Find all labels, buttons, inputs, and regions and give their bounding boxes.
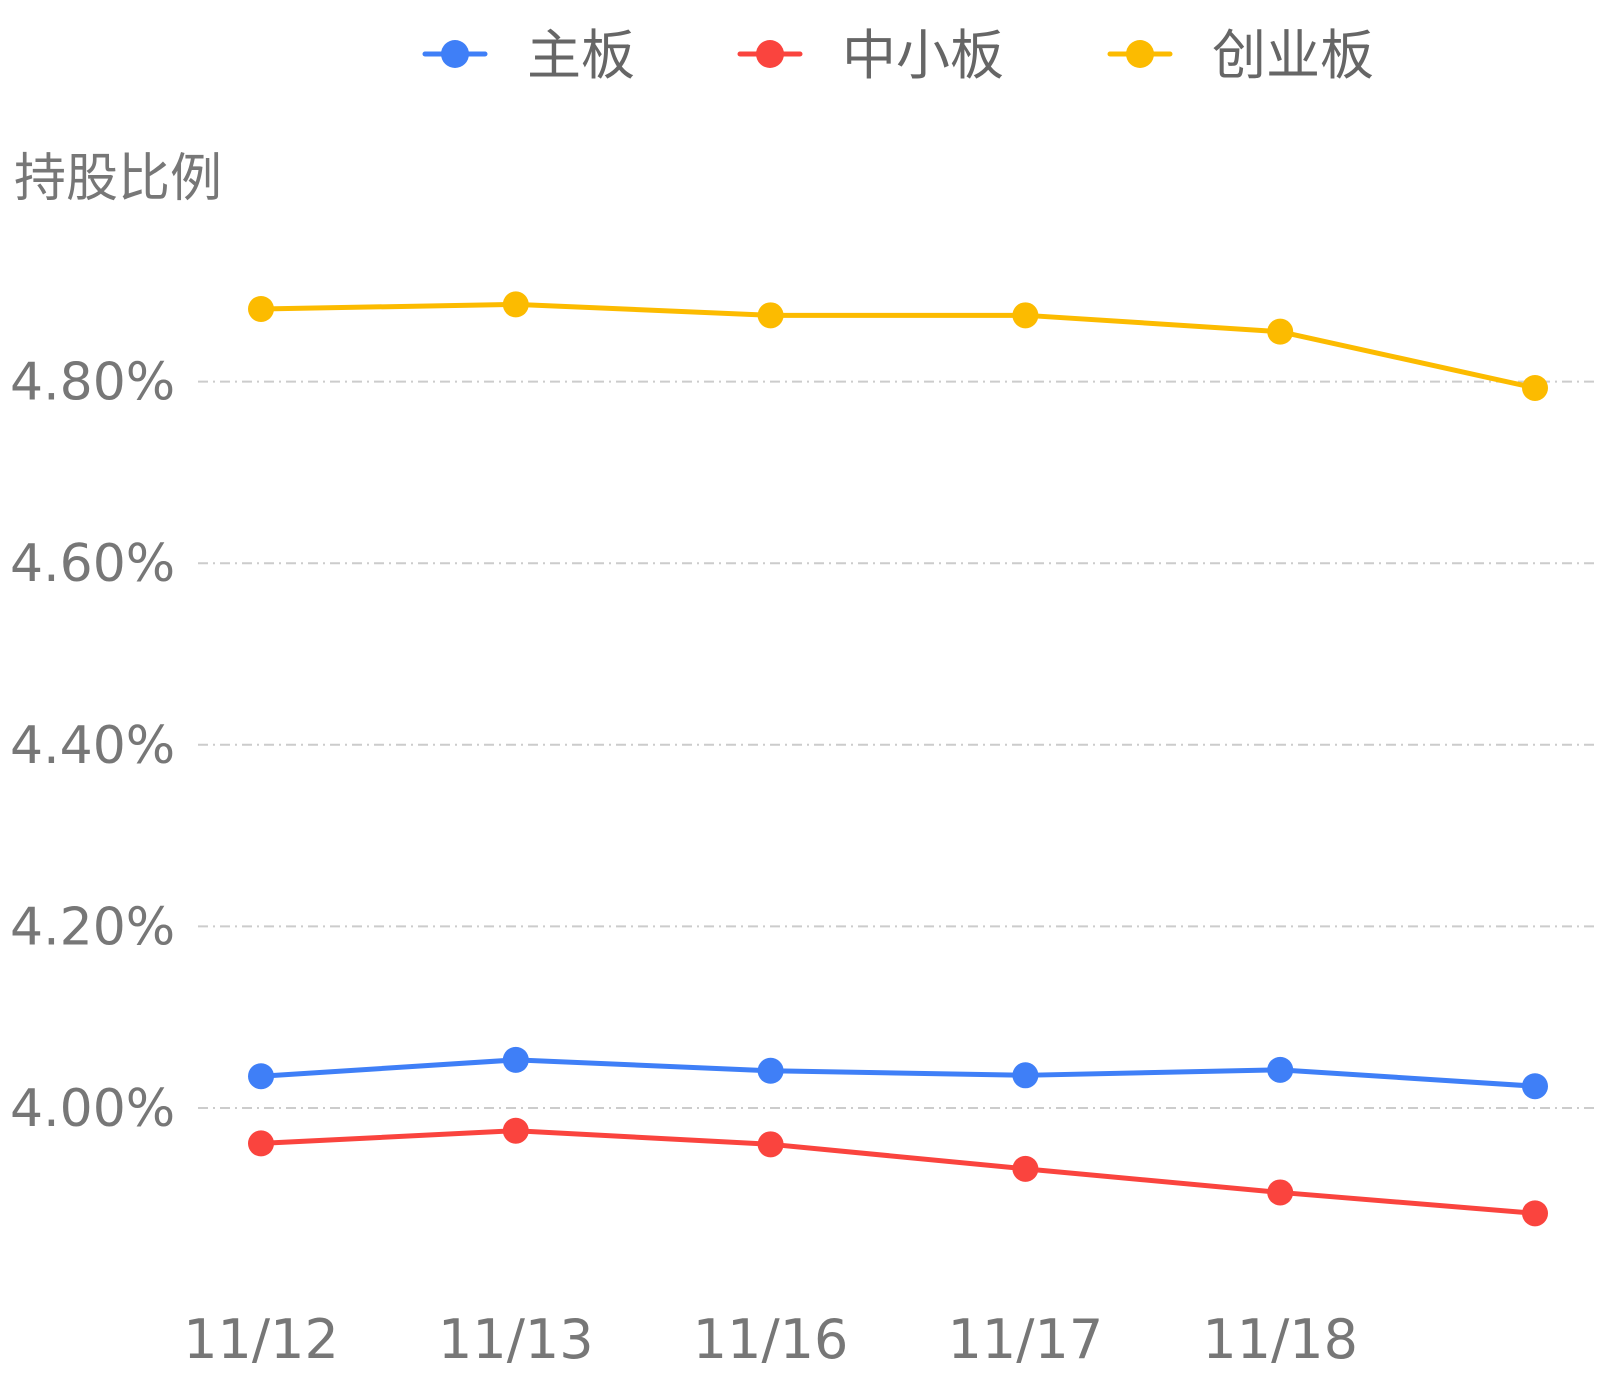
series-1 [248,1117,1548,1227]
data-point[interactable] [502,1117,529,1144]
data-point[interactable] [1012,302,1039,329]
x-axis-ticks: 11/12 11/13 11/16 11/17 11/18 [183,1308,1358,1371]
series-line [258,1128,1538,1216]
legend-dot-swatch [441,40,469,68]
y-tick-label: 4.80% [10,353,175,413]
data-point[interactable] [1522,1200,1548,1227]
data-point[interactable] [1267,1056,1294,1083]
data-point[interactable] [248,1130,274,1157]
data-point[interactable] [502,1046,529,1073]
data-point[interactable] [1267,1179,1294,1206]
legend-label: 主板 [527,24,635,87]
data-point[interactable] [757,302,784,329]
data-point[interactable] [248,295,274,322]
legend-dot-swatch [756,40,784,68]
y-tick-label: 4.20% [10,897,175,957]
x-tick-label: 11/18 [1202,1308,1358,1371]
legend[interactable]: 主板 中小板 创业板 [422,24,1374,87]
y-tick-label: 4.00% [10,1079,175,1139]
legend-item[interactable]: 主板 [422,24,635,87]
x-tick-label: 11/17 [948,1308,1104,1371]
legend-label: 创业板 [1212,24,1374,87]
series-2 [248,291,1548,401]
legend-item[interactable]: 创业板 [1107,24,1374,87]
data-point[interactable] [757,1057,784,1084]
x-tick-label: 11/13 [438,1308,594,1371]
data-point[interactable] [1522,1073,1548,1100]
y-axis-ticks: 4.00% 4.20% 4.40% 4.60% 4.80% [10,353,175,1139]
y-axis-label: 持股比例 [14,149,222,209]
data-point[interactable] [1522,374,1548,401]
grid [198,380,1596,1109]
data-point[interactable] [1267,318,1294,345]
x-tick-label: 11/16 [693,1308,849,1371]
series-group [248,291,1548,1227]
series-0 [248,1046,1548,1100]
data-point[interactable] [502,291,529,318]
data-point[interactable] [1012,1062,1039,1089]
legend-dot-swatch [1126,40,1154,68]
series-line [258,1057,1538,1089]
data-point[interactable] [757,1131,784,1158]
data-point[interactable] [1012,1155,1039,1182]
legend-item[interactable]: 中小板 [737,24,1004,87]
legend-label: 中小板 [842,24,1004,87]
series-line [258,301,1538,391]
x-tick-label: 11/12 [183,1308,339,1371]
data-point[interactable] [248,1063,274,1090]
y-tick-label: 4.40% [10,716,175,776]
y-tick-label: 4.60% [10,534,175,594]
